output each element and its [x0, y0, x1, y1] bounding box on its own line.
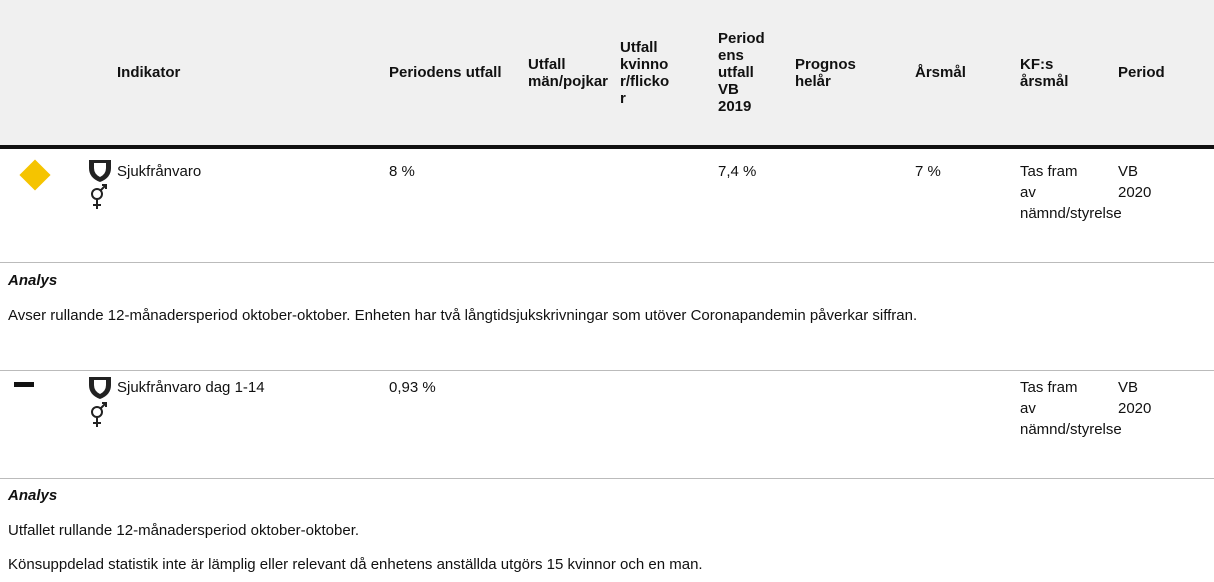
- analysis-title: Analys: [8, 272, 58, 289]
- indicator: Sjukfrånvaro: [117, 163, 202, 180]
- analysis-text: Utfallet rullande 12-månadersperiod okto…: [8, 522, 360, 539]
- table-header: Indikator Periodens utfall Utfall män/po…: [0, 0, 1214, 149]
- column-header: Period: [1118, 64, 1165, 81]
- status-dash: [14, 382, 34, 387]
- cell: Tas fram av nämnd/styrelse: [1020, 379, 1122, 438]
- column-header: Indikator: [117, 64, 181, 81]
- column-header: Utfall kvinnor/flickor: [620, 38, 670, 107]
- column-header: Årsmål: [915, 64, 966, 81]
- cell: 7,4 %: [718, 163, 757, 180]
- analysis-text: Könsuppdelad statistik inte är lämplig e…: [8, 556, 703, 573]
- row-icons: [19, 159, 111, 209]
- gender-icon: [91, 188, 103, 200]
- cell: Tas fram av nämnd/styrelse: [1020, 163, 1122, 222]
- column-header: KF:s årsmål: [1020, 55, 1069, 90]
- row-icons: [14, 377, 111, 427]
- analysis-text: Avser rullande 12-månadersperiod oktober…: [8, 307, 918, 324]
- analysis-title: Analys: [8, 487, 58, 504]
- cell: 8 %: [389, 163, 415, 180]
- cell: 7 %: [915, 163, 941, 180]
- status-diamond: [19, 159, 51, 191]
- separator: [0, 370, 1214, 371]
- column-header: Periodens utfall VB 2019: [718, 30, 765, 115]
- indicator: Sjukfrånvaro dag 1-14: [117, 379, 265, 396]
- column-header: Periodens utfall: [389, 64, 502, 81]
- cell: VB 2020: [1118, 163, 1152, 201]
- column-header: Prognos helår: [795, 55, 856, 90]
- cell: VB 2020: [1118, 379, 1152, 417]
- gender-icon: [91, 406, 103, 418]
- separator: [0, 478, 1214, 479]
- cell: 0,93 %: [389, 379, 436, 396]
- column-header: Utfall män/pojkar: [528, 55, 609, 90]
- separator: [0, 262, 1214, 263]
